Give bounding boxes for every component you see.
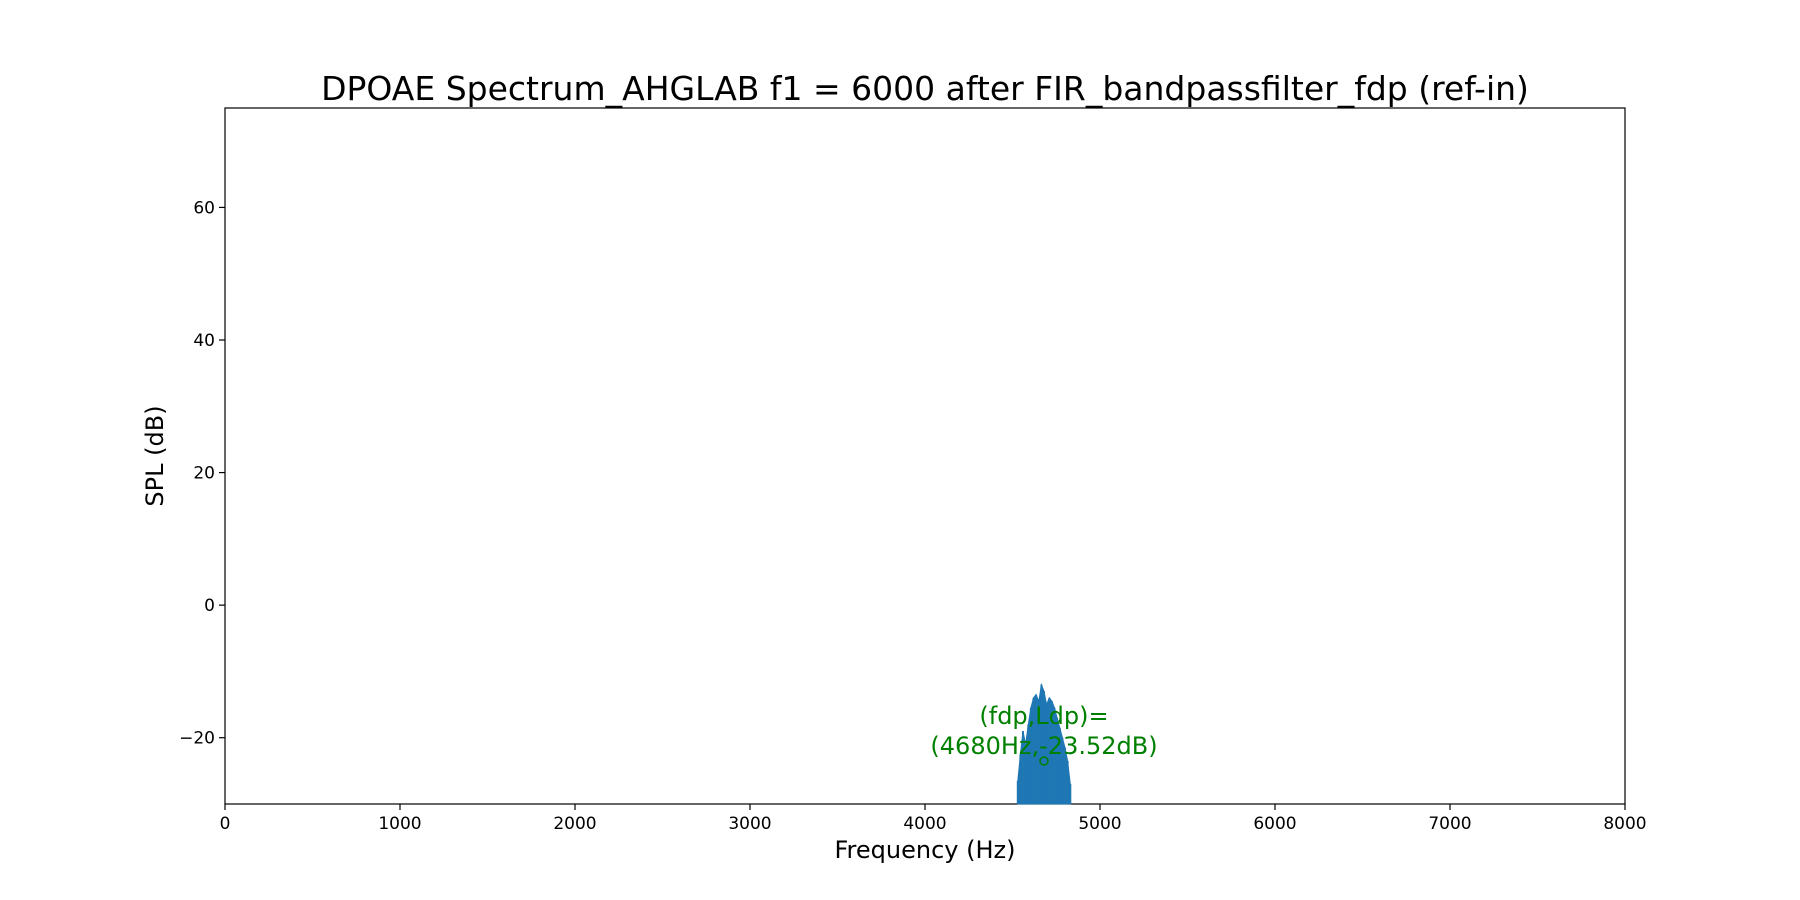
x-tick-label: 1000 (378, 814, 421, 834)
x-tick-label: 3000 (728, 814, 771, 834)
x-tick-label: 8000 (1603, 814, 1646, 834)
y-tick-label: 40 (193, 331, 215, 351)
y-tick-label: −20 (179, 729, 215, 749)
chart-title: DPOAE Spectrum_AHGLAB f1 = 6000 after FI… (321, 69, 1529, 108)
x-tick-label: 7000 (1428, 814, 1471, 834)
y-axis-ticks: −20 0 20 40 60 (179, 198, 225, 749)
x-tick-label: 2000 (553, 814, 596, 834)
fdp-marker (1039, 756, 1049, 766)
x-tick-label: 5000 (1078, 814, 1121, 834)
x-tick-label: 0 (220, 814, 231, 834)
x-tick-label: 4000 (903, 814, 946, 834)
x-tick-label: 6000 (1253, 814, 1296, 834)
y-tick-label: 0 (204, 596, 215, 616)
x-axis-ticks: 0 1000 2000 3000 4000 5000 6000 7000 8000 (220, 804, 1647, 834)
annotation-line-2: (4680Hz,-23.52dB) (930, 732, 1157, 760)
y-tick-label: 20 (193, 464, 215, 484)
y-axis-label: SPL (dB) (141, 405, 169, 506)
series-layer (1016, 682, 1072, 805)
x-axis-label: Frequency (Hz) (835, 836, 1016, 864)
annotation-line-1: (fdp,Ldp)= (979, 702, 1108, 730)
y-tick-label: 60 (193, 198, 215, 218)
